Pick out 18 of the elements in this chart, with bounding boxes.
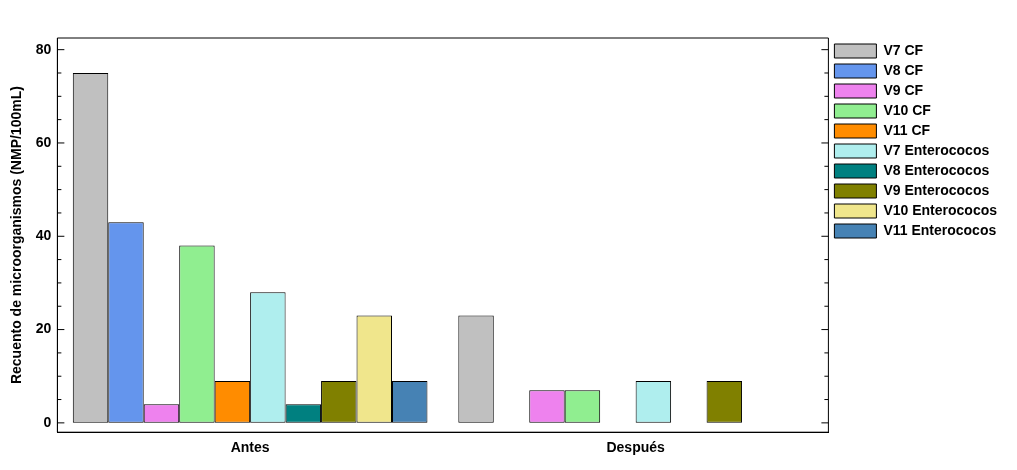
x-tick-label: Después [606, 439, 666, 456]
legend-label: V9 CF [883, 81, 924, 98]
legend-label: V11 Enterococos [883, 221, 997, 238]
y-tick-label: 20 [35, 320, 52, 337]
x-tick-label: Antes [230, 439, 270, 456]
legend-label: V8 Enterococos [883, 161, 990, 178]
y-tick-label: 0 [43, 413, 52, 430]
y-tick-label: 40 [35, 227, 52, 244]
y-tick-label: 60 [35, 133, 52, 150]
legend-label: V11 CF [883, 121, 931, 138]
legend-label: V10 Enterococos [883, 201, 998, 218]
legend-label: V9 Enterococos [883, 181, 990, 198]
y-tick-label: 80 [35, 40, 52, 57]
legend-label: V7 CF [883, 41, 924, 58]
legend-label: V7 Enterococos [883, 141, 990, 158]
legend-label: V10 CF [883, 101, 932, 118]
legend-label: V8 CF [883, 61, 924, 78]
y-axis-title: Recuento de microorganismos (NMP/100mL) [8, 86, 25, 385]
